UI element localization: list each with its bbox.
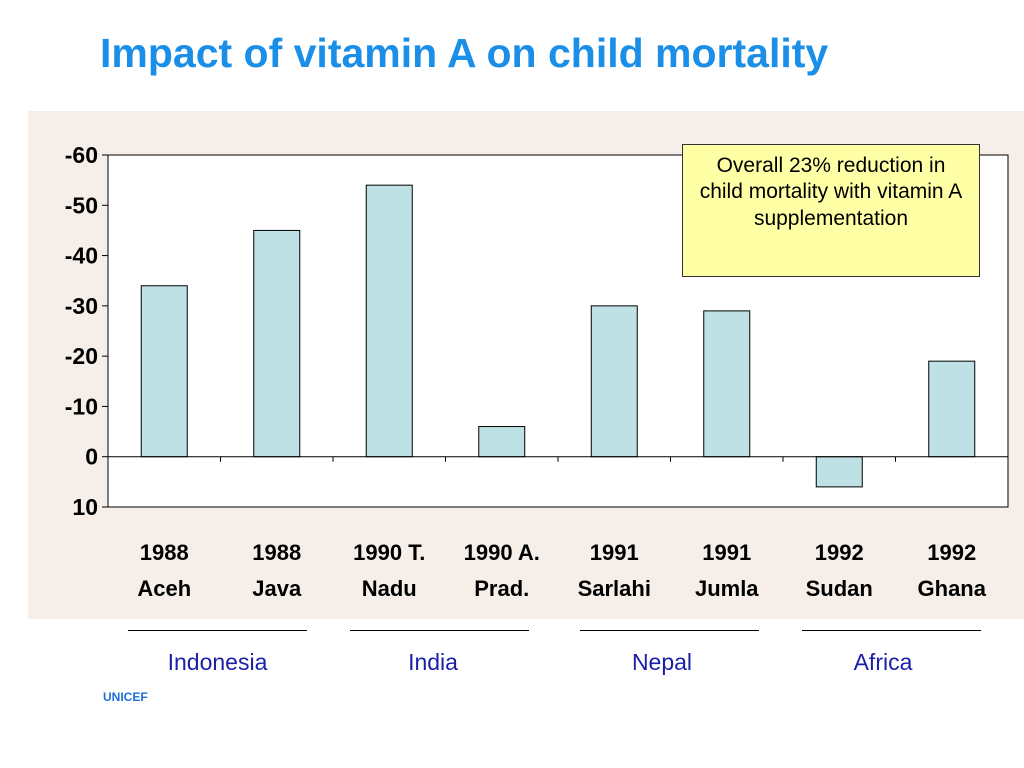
group-line-africa xyxy=(802,630,981,631)
x-category-label: Java xyxy=(252,576,302,601)
x-category-label: Sudan xyxy=(806,576,873,601)
x-category-label: 1988 xyxy=(140,540,189,565)
bar xyxy=(140,285,188,458)
group-label-indonesia: Indonesia xyxy=(167,649,268,675)
summary-callout: Overall 23% reduction in child mortality… xyxy=(682,144,980,277)
x-category-label: 1991 xyxy=(702,540,751,565)
x-category-label: Sarlahi xyxy=(578,576,651,601)
y-tick-label: -30 xyxy=(65,293,98,319)
y-tick-label: -40 xyxy=(65,243,98,269)
source-label: UNICEF xyxy=(103,690,148,704)
group-label-india: India xyxy=(408,649,458,675)
bar xyxy=(253,229,301,458)
group-label-nepal: Nepal xyxy=(631,649,693,675)
y-tick-label: 0 xyxy=(85,444,98,470)
bar xyxy=(703,310,751,458)
x-category-label: 1988 xyxy=(252,540,301,565)
group-label-africa: Africa xyxy=(853,649,913,675)
y-tick-label: -20 xyxy=(65,343,98,369)
x-category-label: Aceh xyxy=(137,576,191,601)
x-category-label: 1992 xyxy=(815,540,864,565)
bar xyxy=(365,184,413,458)
bar xyxy=(478,426,526,458)
slide-title: Impact of vitamin A on child mortality xyxy=(100,30,829,76)
bar xyxy=(590,305,638,458)
x-category-label: Ghana xyxy=(918,576,987,601)
group-line-indonesia xyxy=(128,630,307,631)
group-line-nepal xyxy=(580,630,759,631)
bar xyxy=(928,360,976,458)
y-tick-label: -50 xyxy=(65,192,98,218)
y-tick-label: -60 xyxy=(65,142,98,168)
x-category-label: 1991 xyxy=(590,540,639,565)
group-line-india xyxy=(350,630,529,631)
x-category-label: Jumla xyxy=(695,576,759,601)
y-tick-label: -10 xyxy=(65,393,98,419)
x-category-label: Prad. xyxy=(474,576,529,601)
x-category-label: 1990 T. xyxy=(353,540,425,565)
bar xyxy=(815,456,863,488)
x-category-label: 1990 A. xyxy=(464,540,540,565)
x-category-label: 1992 xyxy=(927,540,976,565)
x-category-label: Nadu xyxy=(362,576,417,601)
y-tick-label: 10 xyxy=(72,494,98,520)
